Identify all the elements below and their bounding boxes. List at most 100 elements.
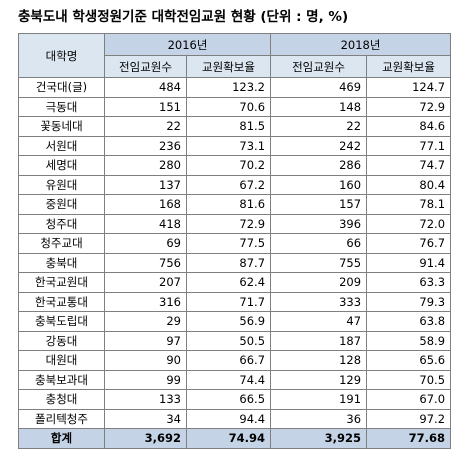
value-cell: 157 <box>270 194 368 215</box>
value-cell: 63.3 <box>366 272 452 293</box>
value-cell: 128 <box>270 350 368 371</box>
name-cell: 대원대 <box>18 350 105 371</box>
table-row: 한국교원대 207 62.4 209 63.3 <box>18 272 452 293</box>
value-cell: 67.0 <box>366 389 452 410</box>
value-cell: 81.6 <box>185 194 272 215</box>
table-row: 청주대 418 72.9 396 72.0 <box>18 213 452 234</box>
value-cell: 133 <box>104 389 187 410</box>
name-cell: 충북보과대 <box>18 369 105 390</box>
header-cell: 2016년 <box>103 33 272 56</box>
table-row: 건국대(글) 484 123.2 469 124.7 <box>18 77 452 98</box>
name-cell: 합계 <box>18 428 105 449</box>
value-cell: 469 <box>270 77 368 98</box>
value-cell: 124.7 <box>366 77 452 98</box>
value-cell: 70.2 <box>185 155 272 176</box>
value-cell: 87.7 <box>185 252 272 273</box>
header-cell: 교원확보율 <box>185 55 272 78</box>
table-row: 대원대 90 66.7 128 65.6 <box>18 350 452 371</box>
value-cell: 62.4 <box>185 272 272 293</box>
value-cell: 72.0 <box>366 213 452 234</box>
name-cell: 중원대 <box>18 194 105 215</box>
value-cell: 50.5 <box>185 330 272 351</box>
value-cell: 3,692 <box>104 428 187 449</box>
name-cell: 한국교통대 <box>18 291 105 312</box>
value-cell: 97.2 <box>366 408 452 429</box>
table: 대학명 2016년 2018년 전임교원수 교원확보율 전임교원수 교원확보율 … <box>18 33 452 449</box>
name-cell: 유원대 <box>18 174 105 195</box>
value-cell: 191 <box>270 389 368 410</box>
value-cell: 396 <box>270 213 368 234</box>
value-cell: 22 <box>104 116 187 137</box>
name-cell: 청주교대 <box>18 233 105 254</box>
header-cell: 교원확보율 <box>366 55 452 78</box>
table-row: 중원대 168 81.6 157 78.1 <box>18 194 452 215</box>
value-cell: 81.5 <box>185 116 272 137</box>
table-body: 건국대(글) 484 123.2 469 124.7 극동대 151 70.6 148 72.9 꽃… <box>18 77 452 449</box>
value-cell: 58.9 <box>366 330 452 351</box>
value-cell: 484 <box>104 77 187 98</box>
value-cell: 29 <box>104 311 187 332</box>
value-cell: 72.9 <box>366 96 452 117</box>
name-cell: 강동대 <box>18 330 105 351</box>
value-cell: 168 <box>104 194 187 215</box>
value-cell: 71.7 <box>185 291 272 312</box>
title: 충북도내 학생정원기준 대학전임교원 현황 (단위 : 명, %) <box>18 9 349 25</box>
table-row: 충북보과대 99 74.4 129 70.5 <box>18 369 452 390</box>
value-cell: 94.4 <box>185 408 272 429</box>
name-cell: 청주대 <box>18 213 105 234</box>
value-cell: 47 <box>270 311 368 332</box>
name-cell: 극동대 <box>18 96 105 117</box>
table-row: 강동대 97 50.5 187 58.9 <box>18 330 452 351</box>
table-row: 유원대 137 67.2 160 80.4 <box>18 174 452 195</box>
header-cell: 전임교원수 <box>270 55 368 78</box>
value-cell: 66.7 <box>185 350 272 371</box>
value-cell: 280 <box>104 155 187 176</box>
value-cell: 77.68 <box>366 428 452 449</box>
value-cell: 74.7 <box>366 155 452 176</box>
value-cell: 34 <box>104 408 187 429</box>
value-cell: 70.6 <box>185 96 272 117</box>
header-cell: 2018년 <box>270 33 452 56</box>
value-cell: 242 <box>270 135 368 156</box>
table-row: 꽃동네대 22 81.5 22 84.6 <box>18 116 452 137</box>
value-cell: 123.2 <box>185 77 272 98</box>
value-cell: 74.4 <box>185 369 272 390</box>
value-cell: 209 <box>270 272 368 293</box>
value-cell: 160 <box>270 174 368 195</box>
table-row: 한국교통대 316 71.7 333 79.3 <box>18 291 452 312</box>
value-cell: 84.6 <box>366 116 452 137</box>
value-cell: 756 <box>104 252 187 273</box>
name-cell: 서원대 <box>18 135 105 156</box>
value-cell: 3,925 <box>270 428 368 449</box>
name-cell: 폴리텍청주 <box>18 408 105 429</box>
value-cell: 79.3 <box>366 291 452 312</box>
value-cell: 77.1 <box>366 135 452 156</box>
value-cell: 56.9 <box>185 311 272 332</box>
table-row: 서원대 236 73.1 242 77.1 <box>18 135 452 156</box>
value-cell: 99 <box>104 369 187 390</box>
table-row: 충북대 756 87.7 755 91.4 <box>18 252 452 273</box>
name-cell: 충청대 <box>18 389 105 410</box>
name-cell: 건국대(글) <box>18 77 105 98</box>
value-cell: 91.4 <box>366 252 452 273</box>
name-cell: 꽃동네대 <box>18 116 105 137</box>
value-cell: 137 <box>104 174 187 195</box>
name-cell: 충북대 <box>18 252 105 273</box>
value-cell: 74.94 <box>185 428 272 449</box>
value-cell: 80.4 <box>366 174 452 195</box>
value-cell: 66 <box>270 233 368 254</box>
value-cell: 70.5 <box>366 369 452 390</box>
value-cell: 207 <box>104 272 187 293</box>
name-cell: 한국교원대 <box>18 272 105 293</box>
value-cell: 286 <box>270 155 368 176</box>
value-cell: 76.7 <box>366 233 452 254</box>
value-cell: 418 <box>104 213 187 234</box>
total-row: 합계 3,692 74.94 3,925 77.68 <box>18 428 452 449</box>
header-cell: 대학명 <box>18 33 105 78</box>
table-row: 세명대 280 70.2 286 74.7 <box>18 155 452 176</box>
value-cell: 129 <box>270 369 368 390</box>
value-cell: 148 <box>270 96 368 117</box>
value-cell: 97 <box>104 330 187 351</box>
value-cell: 316 <box>104 291 187 312</box>
